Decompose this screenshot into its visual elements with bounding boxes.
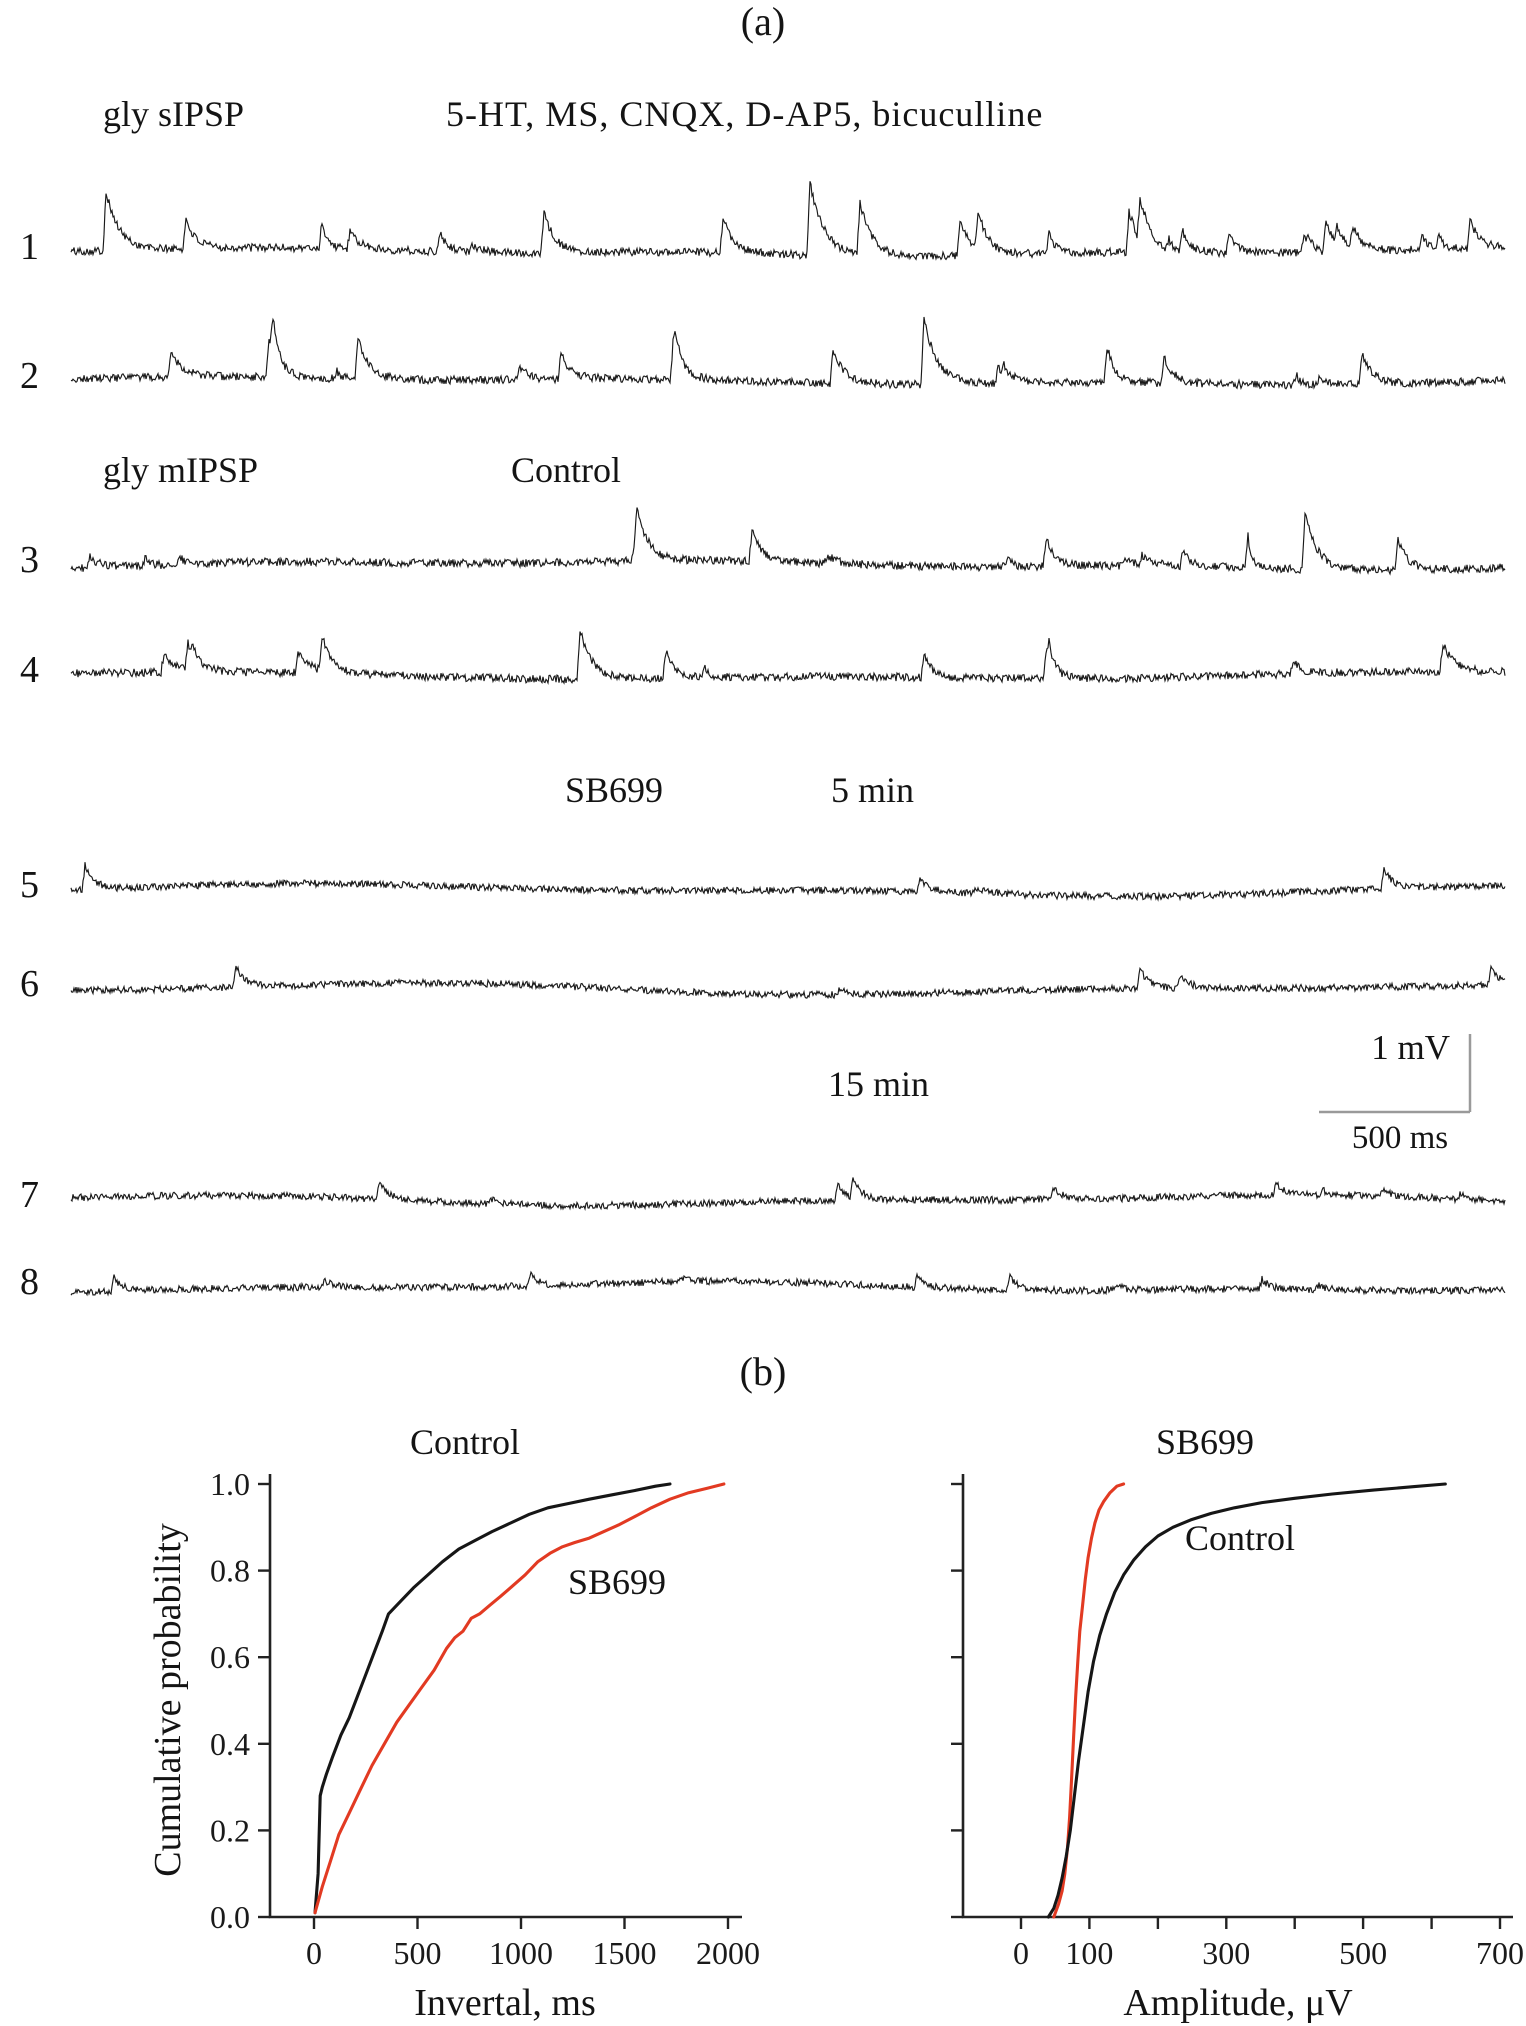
scale-vertical-label: 1 mV (1371, 1028, 1450, 1067)
left-chart-control-annotation: Control (409, 1422, 520, 1462)
sb699-condition-label: SB699 (565, 770, 664, 810)
trace-waveform-6 (70, 964, 1506, 1000)
panel-b-label: (b) (739, 1349, 787, 1394)
x-tick-label: 1500 (593, 1935, 657, 1971)
chart-interval: 0.0 0.2 0.4 0.6 0.8 1.0 0 500 1000 1500 2000 (210, 1466, 760, 1971)
x-tick-label: 0 (306, 1935, 322, 1971)
panel-a-label: (a) (740, 0, 786, 44)
x-tick-label: 500 (1339, 1935, 1387, 1971)
left-chart-y-axis-title: Cumulative probability (147, 1523, 189, 1877)
x-tick-label: 2000 (696, 1935, 760, 1971)
trace-number-3: 3 (20, 539, 39, 581)
trace-number-2: 2 (20, 355, 39, 397)
trace-number-8: 8 (20, 1261, 39, 1303)
left-chart-sb699-annotation: SB699 (567, 1562, 667, 1602)
chart-amplitude: 0 100 300 500 700 (951, 1474, 1524, 1971)
right-chart-sb699-annotation: SB699 (1155, 1422, 1255, 1462)
y-tick-label: 1.0 (210, 1466, 250, 1502)
trace-waveform-5 (70, 862, 1506, 902)
x-tick-label: 1000 (489, 1935, 553, 1971)
trace-number-6: 6 (20, 963, 39, 1005)
x-tick-label: 300 (1202, 1935, 1250, 1971)
drugs-label: 5-HT, MS, CNQX, D-AP5, bicuculline (446, 94, 1044, 134)
time-15min-label: 15 min (828, 1064, 930, 1104)
series-SB699 (1052, 1482, 1126, 1919)
series-Control (313, 1482, 672, 1915)
axes-interval (268, 1474, 742, 1919)
x-tick-label: 0 (1013, 1935, 1029, 1971)
y-tick-label: 0.4 (210, 1726, 250, 1762)
y-tick-label: 0.0 (210, 1899, 250, 1935)
trace-waveform-8 (70, 1270, 1506, 1297)
series-SB699 (313, 1482, 726, 1915)
series-Control (1046, 1482, 1447, 1919)
y-tick-label: 0.8 (210, 1553, 250, 1589)
right-chart-x-axis-title: Amplitude, μV (1123, 1982, 1353, 2024)
time-5min-label: 5 min (831, 770, 915, 810)
left-chart-x-axis-title: Invertal, ms (414, 1982, 596, 2024)
x-tick-label: 500 (394, 1935, 442, 1971)
trace-waveform-3 (70, 507, 1506, 576)
right-chart-control-annotation: Control (1184, 1518, 1295, 1558)
trace-waveform-2 (70, 316, 1506, 391)
trace-number-1: 1 (20, 226, 39, 268)
y-tick-label: 0.6 (210, 1639, 250, 1675)
group2-label: gly mIPSP (103, 450, 259, 490)
control-condition-label: Control (511, 450, 622, 490)
y-tick-label: 0.2 (210, 1812, 250, 1848)
x-tick-label: 700 (1476, 1935, 1524, 1971)
scale-horizontal-label: 500 ms (1351, 1120, 1449, 1156)
trace-number-7: 7 (20, 1174, 39, 1216)
group1-label: gly sIPSP (103, 94, 245, 134)
trace-waveform-1 (70, 181, 1506, 261)
trace-waveform-7 (70, 1177, 1506, 1212)
x-tick-label: 100 (1065, 1935, 1113, 1971)
trace-waveform-4 (70, 631, 1506, 686)
trace-number-5: 5 (20, 864, 39, 906)
trace-number-4: 4 (20, 649, 39, 691)
